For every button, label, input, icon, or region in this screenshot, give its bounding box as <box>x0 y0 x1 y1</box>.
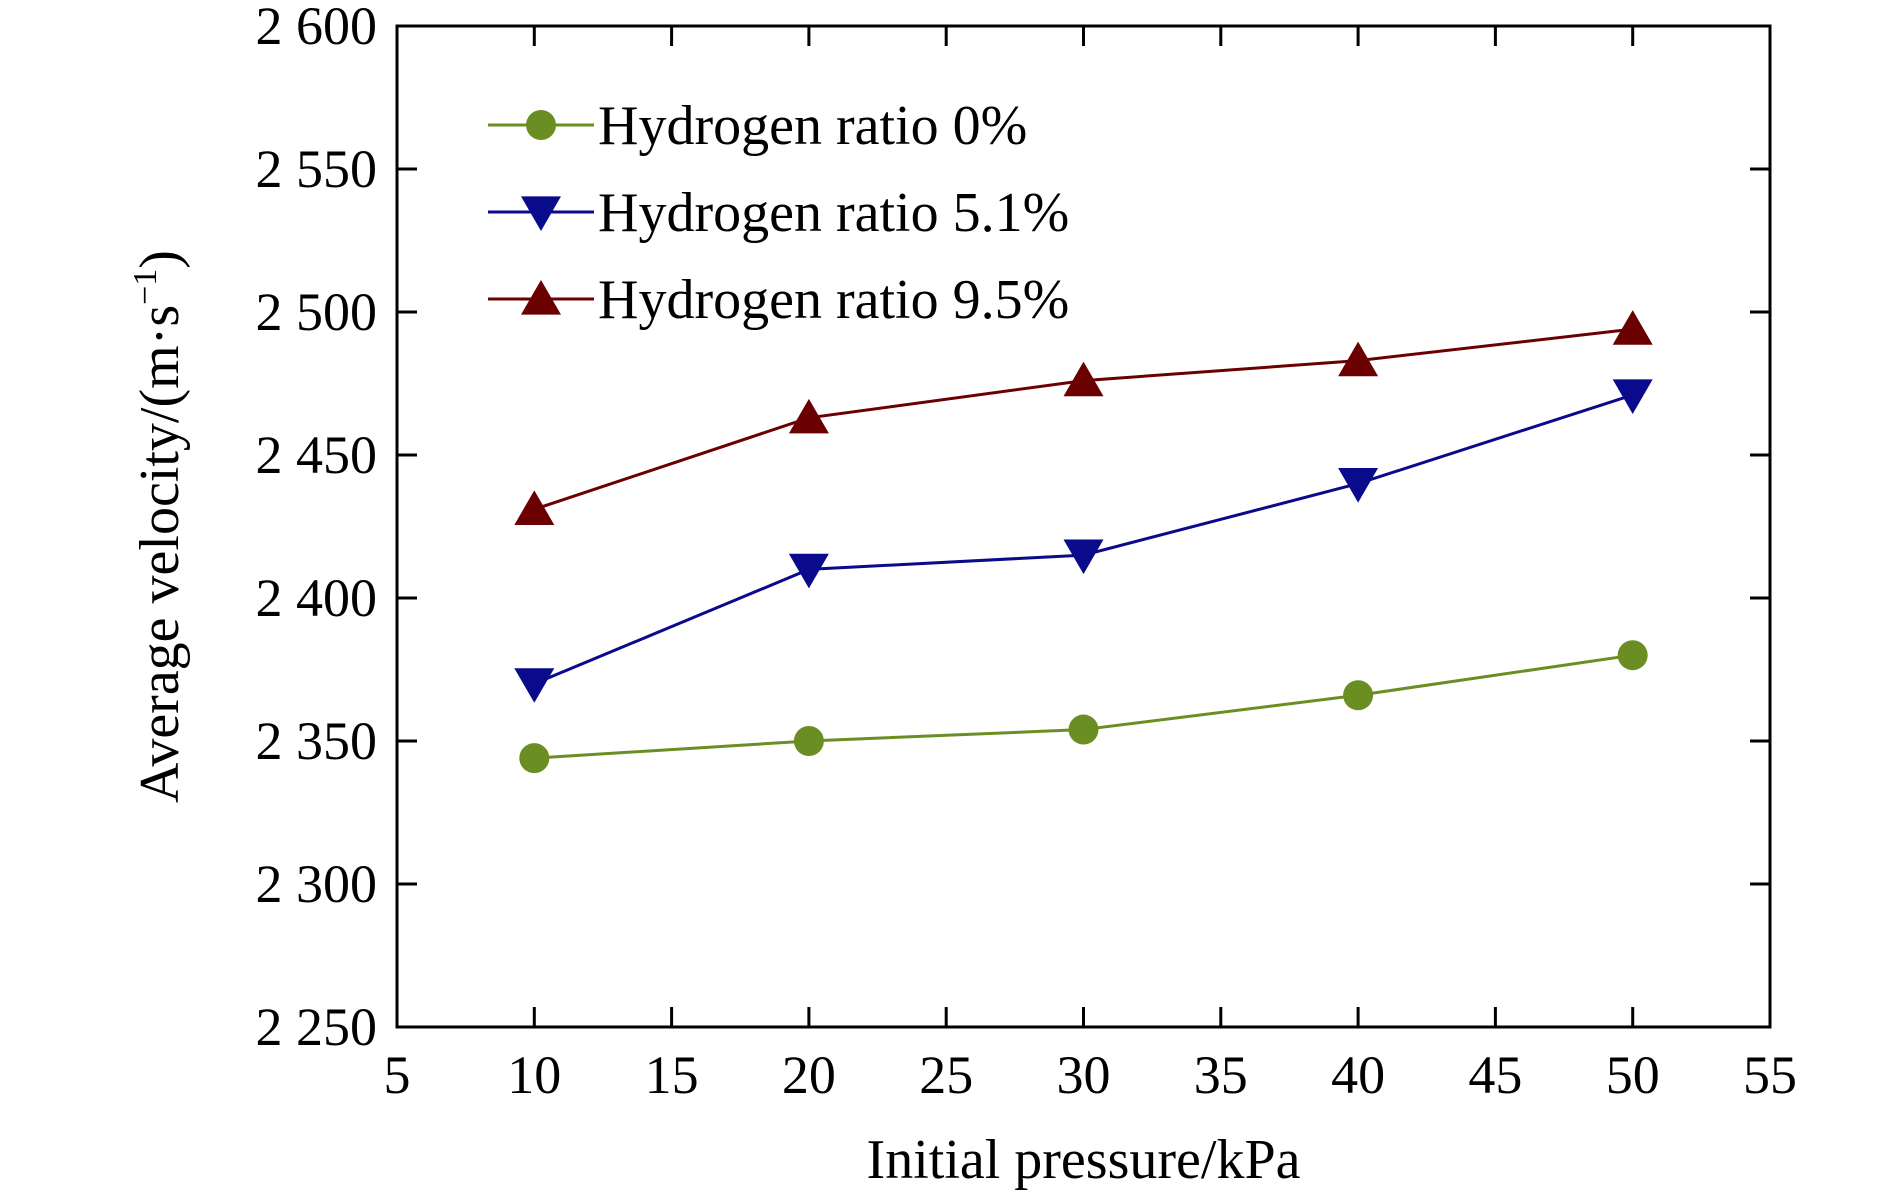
y-tick-label: 2 600 <box>256 0 378 56</box>
legend-marker <box>526 110 556 140</box>
x-tick-label: 50 <box>1606 1045 1660 1105</box>
legend-marker <box>521 196 561 231</box>
legend-item: Hydrogen ratio 9.5% <box>488 269 1069 331</box>
data-point <box>514 490 555 525</box>
legend-label: Hydrogen ratio 0% <box>598 95 1027 157</box>
data-point <box>788 398 829 434</box>
x-tick-label: 10 <box>507 1045 561 1105</box>
y-tick-label: 2 250 <box>256 997 378 1057</box>
plot-frame <box>395 24 1772 1029</box>
data-point <box>519 743 550 774</box>
legend-item: Hydrogen ratio 0% <box>488 95 1027 157</box>
x-tick-label: 35 <box>1194 1045 1248 1105</box>
data-point <box>1063 361 1104 397</box>
y-tick-label: 2 400 <box>256 568 378 628</box>
y-tick-label: 2 450 <box>256 425 378 485</box>
x-tick-label: 20 <box>782 1045 836 1105</box>
axis-tick-labels: 5 10 15 20 25 30 35 40 45 50 55 2 250 2 300 2 350 2 40… <box>256 0 1798 1105</box>
series-line <box>533 327 1633 511</box>
series-0 <box>519 640 1648 774</box>
series-layer <box>514 310 1653 774</box>
data-point <box>788 553 829 589</box>
x-tick-label: 30 <box>1057 1045 1111 1105</box>
y-axis-title-superscript: −1 <box>127 269 164 305</box>
series-line <box>533 393 1634 686</box>
data-point <box>1343 680 1374 711</box>
data-point <box>1612 310 1653 345</box>
legend-item: Hydrogen ratio 5.1% <box>488 182 1069 244</box>
data-point <box>793 726 824 756</box>
x-tick-label: 5 <box>384 1045 411 1105</box>
data-point <box>1338 468 1379 503</box>
x-tick-label: 40 <box>1331 1045 1385 1105</box>
series-1 <box>514 379 1653 703</box>
x-tick-label: 45 <box>1468 1045 1522 1105</box>
legend-label: Hydrogen ratio 9.5% <box>598 269 1069 331</box>
y-axis-title-close: ) <box>129 250 191 269</box>
axis-ticks <box>395 24 1772 1029</box>
data-point <box>514 668 555 703</box>
y-tick-label: 2 550 <box>256 139 378 199</box>
y-tick-label: 2 350 <box>256 711 378 771</box>
legend-label: Hydrogen ratio 5.1% <box>598 182 1069 244</box>
legend: Hydrogen ratio 0% Hydrogen ratio 5.1% Hydr… <box>488 95 1069 331</box>
series-2 <box>514 310 1653 525</box>
x-tick-label: 25 <box>919 1045 973 1105</box>
y-tick-label: 2 500 <box>256 282 378 342</box>
legend-marker <box>521 280 561 315</box>
data-point <box>1068 714 1099 745</box>
data-point <box>1063 539 1104 575</box>
data-point <box>1612 379 1653 414</box>
y-axis-title-main: Average velocity/(m·s <box>129 305 191 803</box>
data-point <box>1338 341 1379 377</box>
x-tick-label: 15 <box>645 1045 699 1105</box>
y-tick-label: 2 300 <box>256 854 378 914</box>
x-axis-title: Initial pressure/kPa <box>867 1129 1301 1191</box>
x-tick-label: 55 <box>1743 1045 1797 1105</box>
y-axis-title: Average velocity/(m·s−1) <box>127 250 191 803</box>
data-point <box>1617 640 1648 671</box>
